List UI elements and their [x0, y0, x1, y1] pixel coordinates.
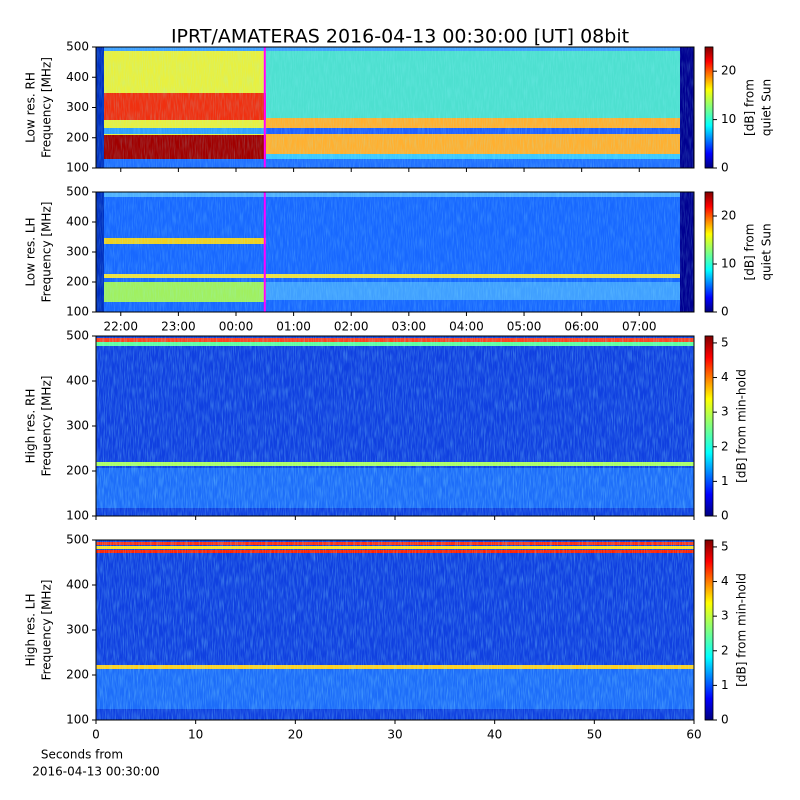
colorbar-tick-label: 2 — [721, 643, 729, 657]
y-tick-label: 300 — [66, 419, 89, 433]
y-tick-label: 300 — [66, 100, 89, 114]
colorbar-tick-label: 10 — [721, 112, 736, 126]
x-tick-label: 04:00 — [449, 320, 484, 334]
y-axis-label: Frequency [MHz] — [40, 376, 54, 477]
colorbar-label: quiet Sun — [760, 223, 774, 280]
x-tick-label: 01:00 — [276, 320, 311, 334]
y-tick-label: 200 — [66, 464, 89, 478]
colorbar — [704, 46, 714, 169]
colorbar-label: [dB] from — [743, 224, 757, 281]
x-tick-label: 10 — [188, 728, 203, 742]
x-axis-label: Seconds from — [41, 748, 123, 762]
y-tick-label: 200 — [66, 130, 89, 144]
x-tick-label: 03:00 — [392, 320, 427, 334]
y-tick-label: 200 — [66, 668, 89, 682]
colorbar-label: [dB] from min-hold — [735, 573, 749, 687]
spectrogram-image — [96, 336, 694, 516]
y-tick-label: 500 — [66, 40, 89, 54]
y-tick-label: 100 — [66, 305, 89, 319]
colorbar — [704, 191, 714, 313]
colorbar-tick-label: 20 — [721, 64, 736, 78]
y-tick-label: 400 — [66, 374, 89, 388]
x-tick-label: 00:00 — [219, 320, 254, 334]
colorbar-tick-label: 2 — [721, 439, 729, 453]
y-axis-label: Low res. LH — [24, 217, 38, 286]
x-tick-label: 05:00 — [507, 320, 542, 334]
y-tick-label: 100 — [66, 713, 89, 727]
x-tick-label: 0 — [92, 728, 100, 742]
y-axis-label: Frequency [MHz] — [40, 57, 54, 158]
y-tick-label: 100 — [66, 161, 89, 175]
y-tick-label: 400 — [66, 70, 89, 84]
x-tick-label: 50 — [587, 728, 602, 742]
y-axis-label: High res. RH — [24, 389, 38, 464]
x-tick-label: 07:00 — [622, 320, 657, 334]
x-tick-label: 60 — [686, 728, 701, 742]
colorbar — [704, 335, 714, 517]
colorbar-label: quiet Sun — [760, 79, 774, 136]
y-tick-label: 500 — [66, 533, 89, 547]
y-tick-label: 100 — [66, 509, 89, 523]
colorbar-tick-label: 5 — [721, 539, 729, 553]
y-axis-label: High res. LH — [24, 593, 38, 666]
colorbar-tick-label: 20 — [721, 209, 736, 223]
y-tick-label: 500 — [66, 329, 89, 343]
x-tick-label: 06:00 — [564, 320, 599, 334]
colorbar-tick-label: 4 — [721, 370, 729, 384]
colorbar-tick-label: 0 — [721, 509, 729, 523]
colorbar-tick-label: 10 — [721, 257, 736, 271]
y-axis-label: Frequency [MHz] — [40, 580, 54, 681]
colorbar-tick-label: 4 — [721, 574, 729, 588]
y-axis-label: Frequency [MHz] — [40, 202, 54, 303]
colorbar-tick-label: 1 — [721, 474, 729, 488]
colorbar-tick-label: 3 — [721, 609, 729, 623]
figure-title: IPRT/AMATERAS 2016-04-13 00:30:00 [UT] 0… — [171, 26, 629, 48]
x-tick-label: 40 — [487, 728, 502, 742]
colorbar-label: [dB] from — [743, 79, 757, 136]
colorbar-tick-label: 5 — [721, 335, 729, 349]
y-tick-label: 400 — [66, 215, 89, 229]
spectrogram-image — [96, 192, 694, 312]
colorbar-tick-label: 0 — [721, 161, 729, 175]
colorbar — [704, 539, 714, 721]
colorbar-tick-label: 0 — [721, 713, 729, 727]
colorbar-tick-label: 0 — [721, 305, 729, 319]
colorbar-tick-label: 3 — [721, 405, 729, 419]
y-tick-label: 400 — [66, 578, 89, 592]
spectrogram-image — [96, 47, 694, 168]
y-tick-label: 300 — [66, 623, 89, 637]
spectrogram-image — [96, 540, 694, 720]
x-tick-label: 30 — [387, 728, 402, 742]
colorbar-label: [dB] from min-hold — [735, 369, 749, 483]
y-tick-label: 200 — [66, 275, 89, 289]
x-tick-label: 02:00 — [334, 320, 369, 334]
y-axis-label: Low res. RH — [24, 72, 38, 143]
x-axis-label: 2016-04-13 00:30:00 — [32, 765, 159, 779]
y-tick-label: 300 — [66, 245, 89, 259]
colorbar-tick-label: 1 — [721, 678, 729, 692]
x-tick-label: 22:00 — [103, 320, 138, 334]
y-tick-label: 500 — [66, 185, 89, 199]
x-tick-label: 23:00 — [161, 320, 196, 334]
x-tick-label: 20 — [288, 728, 303, 742]
